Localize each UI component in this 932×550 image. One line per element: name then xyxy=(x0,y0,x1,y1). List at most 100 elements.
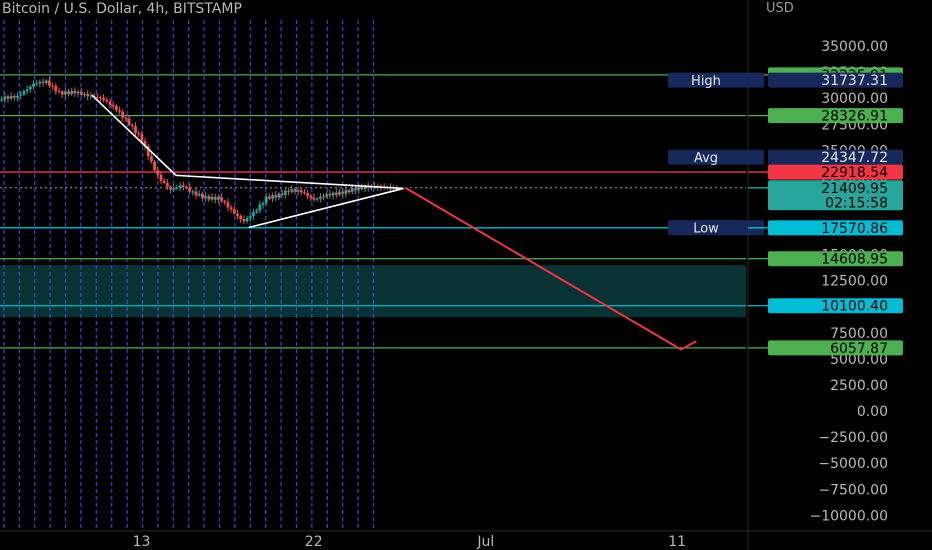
price-tag xyxy=(768,72,903,88)
candle-body xyxy=(146,146,150,157)
candle-body xyxy=(258,204,262,211)
candle-body xyxy=(41,81,45,83)
candle-body xyxy=(105,99,109,102)
candle-body xyxy=(191,191,195,193)
y-tick-label: −5000.00 xyxy=(818,456,888,472)
candle-body xyxy=(347,189,351,193)
candle-body xyxy=(70,90,74,94)
stat-label: High xyxy=(691,74,721,89)
price-tag xyxy=(768,180,903,211)
candle-body xyxy=(159,174,163,181)
candle-body xyxy=(277,193,281,198)
candle-body xyxy=(252,212,255,217)
candle-body xyxy=(73,90,77,94)
candle-body xyxy=(111,104,115,106)
candle-body xyxy=(6,96,10,99)
y-tick-label: 30000.00 xyxy=(821,91,888,107)
price-tag xyxy=(768,251,903,267)
candle-body xyxy=(175,187,179,189)
candle-body xyxy=(204,196,208,198)
candle-body xyxy=(99,97,102,99)
stat-label-box xyxy=(668,149,764,165)
candle-body xyxy=(114,105,118,111)
downtrend-line xyxy=(91,94,177,176)
candle-body xyxy=(331,192,335,196)
x-tick-label: 13 xyxy=(133,534,151,550)
candle-body xyxy=(232,209,236,214)
stat-label: Avg xyxy=(694,151,718,166)
y-tick-label: 5000.00 xyxy=(830,352,888,368)
candle-body xyxy=(283,190,287,195)
candle-body xyxy=(102,97,106,100)
candle-body xyxy=(172,188,176,190)
candle-body xyxy=(188,187,192,192)
candle-body xyxy=(309,195,313,198)
y-tick-label: 35000.00 xyxy=(821,39,888,55)
triangle-upper-line xyxy=(175,174,404,190)
candle-body xyxy=(178,185,182,188)
triangle-lower-line xyxy=(248,187,404,229)
candle-body xyxy=(350,188,354,193)
stat-label-box xyxy=(668,72,764,88)
candle-body xyxy=(76,91,80,94)
candle-body xyxy=(318,196,322,199)
candle-body xyxy=(261,203,265,205)
candle-body xyxy=(153,161,157,171)
chart-title: Bitcoin / U.S. Dollar, 4h, BITSTAMP xyxy=(2,1,242,17)
candle-body xyxy=(16,95,19,98)
candle-body xyxy=(357,187,361,191)
price-tag xyxy=(768,340,903,356)
candle-body xyxy=(137,133,141,135)
candle-body xyxy=(121,111,125,118)
candle-body xyxy=(185,186,188,188)
candle-body xyxy=(57,91,61,93)
candle-body xyxy=(220,197,223,201)
price-tag xyxy=(768,298,903,314)
price-tag xyxy=(768,149,903,165)
price-tag-value: 31737.31 xyxy=(821,73,888,89)
candle-body xyxy=(322,196,325,198)
x-tick-label: 11 xyxy=(668,534,686,550)
candle-body xyxy=(354,188,357,191)
price-tag-value: 24347.72 xyxy=(821,150,888,166)
candle-body xyxy=(287,190,290,192)
candle-body xyxy=(229,207,233,210)
candle-body xyxy=(51,85,55,87)
candle-body xyxy=(86,93,90,97)
candle-body xyxy=(338,191,341,195)
candle-body xyxy=(223,200,227,203)
candle-body xyxy=(19,94,23,96)
candle-body xyxy=(306,193,310,196)
candle-body xyxy=(328,193,332,196)
price-tag-value: 21409.95 xyxy=(821,181,888,197)
price-tag-value: 17570.86 xyxy=(821,221,888,237)
candle-body xyxy=(79,91,83,95)
x-tick-label: Jul xyxy=(476,534,494,550)
candle-body xyxy=(140,134,144,142)
candle-body xyxy=(12,96,16,98)
candle-body xyxy=(54,85,58,92)
candle-body xyxy=(89,95,93,97)
candle-body xyxy=(363,186,367,190)
candle-body xyxy=(124,117,128,119)
candle-body xyxy=(48,80,51,86)
candle-body xyxy=(143,141,147,147)
projection-path xyxy=(404,187,697,351)
candle-body xyxy=(267,196,271,199)
candle-body xyxy=(194,191,198,196)
candle-body xyxy=(9,96,13,99)
candle-body xyxy=(207,196,211,200)
stat-label-box xyxy=(668,220,764,236)
candle-body xyxy=(248,216,252,218)
candle-body xyxy=(293,189,297,192)
candle-body xyxy=(169,186,172,190)
candle-body xyxy=(210,196,214,200)
candle-body xyxy=(95,97,99,99)
candle-body xyxy=(280,193,284,195)
candle-body xyxy=(32,83,35,87)
candle-body xyxy=(242,219,246,222)
stat-label: Low xyxy=(693,222,719,237)
candle-body xyxy=(216,197,220,200)
currency-label: USD xyxy=(766,1,794,16)
